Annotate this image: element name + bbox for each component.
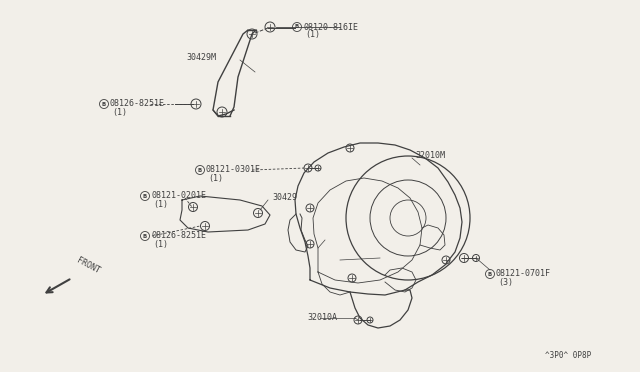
Text: ^3P0^ 0P8P: ^3P0^ 0P8P — [545, 350, 591, 359]
Text: (3): (3) — [498, 278, 513, 286]
Text: 08121-0301E: 08121-0301E — [206, 166, 261, 174]
Text: 08120-816IE: 08120-816IE — [303, 22, 358, 32]
Text: 08126-8251E: 08126-8251E — [110, 99, 165, 109]
Text: (1): (1) — [153, 199, 168, 208]
Text: 30429: 30429 — [272, 193, 297, 202]
Text: (1): (1) — [208, 173, 223, 183]
Text: 08121-0201E: 08121-0201E — [151, 192, 206, 201]
Text: B: B — [488, 272, 492, 276]
Text: B: B — [143, 193, 147, 199]
Text: (1): (1) — [153, 240, 168, 248]
Text: (1): (1) — [112, 108, 127, 116]
Text: 08126-8251E: 08126-8251E — [151, 231, 206, 241]
Text: B: B — [143, 234, 147, 238]
Text: B: B — [198, 167, 202, 173]
Text: B: B — [102, 102, 106, 106]
Text: B: B — [295, 25, 299, 29]
Text: 08121-0701F: 08121-0701F — [496, 269, 551, 279]
Text: 32010A: 32010A — [307, 314, 337, 323]
Text: FRONT: FRONT — [75, 256, 101, 276]
Text: 32010M: 32010M — [415, 151, 445, 160]
Text: (1): (1) — [305, 31, 320, 39]
Text: 30429M: 30429M — [186, 54, 216, 62]
